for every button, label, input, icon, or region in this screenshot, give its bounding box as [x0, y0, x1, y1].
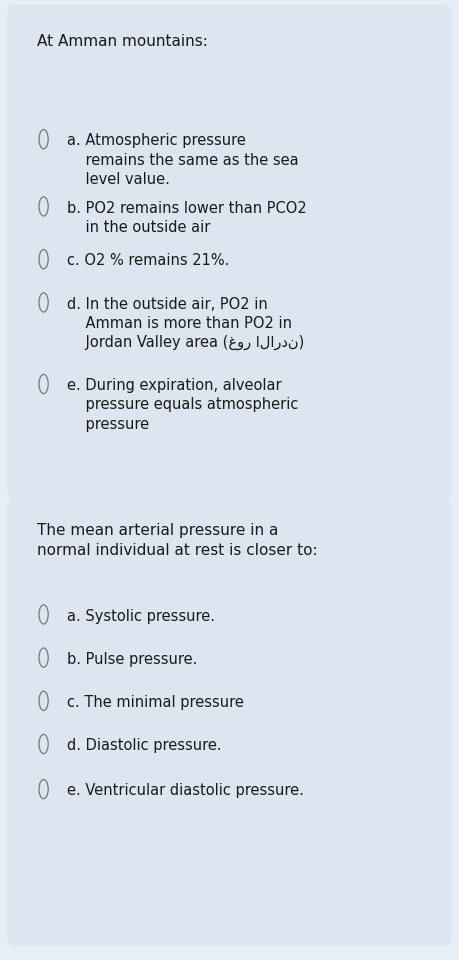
Text: e. During expiration, alveolar
    pressure equals atmospheric
    pressure: e. During expiration, alveolar pressure …	[67, 378, 298, 432]
Text: b. Pulse pressure.: b. Pulse pressure.	[67, 652, 197, 667]
Text: a. Atmospheric pressure
    remains the same as the sea
    level value.: a. Atmospheric pressure remains the same…	[67, 133, 298, 187]
Text: a. Systolic pressure.: a. Systolic pressure.	[67, 609, 214, 624]
Text: c. The minimal pressure: c. The minimal pressure	[67, 695, 243, 710]
Text: At Amman mountains:: At Amman mountains:	[37, 34, 207, 49]
Text: d. In the outside air, PO2 in
    Amman is more than PO2 in
    Jordan Valley ar: d. In the outside air, PO2 in Amman is m…	[67, 297, 304, 350]
Text: c. O2 % remains 21%.: c. O2 % remains 21%.	[67, 253, 229, 269]
Text: e. Ventricular diastolic pressure.: e. Ventricular diastolic pressure.	[67, 783, 303, 799]
FancyBboxPatch shape	[7, 499, 452, 946]
FancyBboxPatch shape	[7, 5, 452, 499]
Text: The mean arterial pressure in a
normal individual at rest is closer to:: The mean arterial pressure in a normal i…	[37, 523, 317, 558]
Text: d. Diastolic pressure.: d. Diastolic pressure.	[67, 738, 221, 754]
Text: b. PO2 remains lower than PCO2
    in the outside air: b. PO2 remains lower than PCO2 in the ou…	[67, 201, 306, 235]
